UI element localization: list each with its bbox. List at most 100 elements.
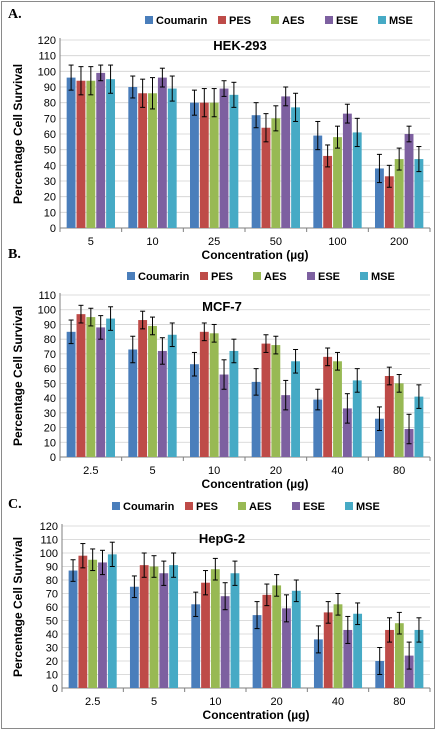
legend-swatch-pes bbox=[218, 16, 226, 24]
x-tick-label: 5 bbox=[88, 236, 94, 248]
legend-label-mse: MSE bbox=[356, 501, 380, 513]
bar-ese-5 bbox=[96, 72, 106, 229]
y-tick-label: 100 bbox=[38, 66, 56, 78]
legend-label-pes: PES bbox=[229, 15, 251, 27]
bar-aes-10 bbox=[148, 93, 157, 229]
y-tick-label: 110 bbox=[40, 535, 58, 547]
x-tick-label: 40 bbox=[332, 696, 344, 708]
x-tick-label: 20 bbox=[271, 696, 283, 708]
bar-aes-100 bbox=[333, 137, 342, 228]
bar-ese-50 bbox=[281, 96, 291, 229]
chart-title: HEK-293 bbox=[213, 38, 266, 53]
legend-label-coumarin: Coumarin bbox=[138, 271, 190, 283]
y-tick-label: 90 bbox=[44, 319, 56, 331]
chart-panel-1: A. 0 10 20 30 40 50 60 70 80 90 100 110 120 5 10 25 50 100… bbox=[8, 7, 431, 262]
bar-mse-50 bbox=[291, 107, 300, 228]
y-tick-label: 0 bbox=[50, 452, 56, 464]
y-tick-label: 100 bbox=[38, 305, 56, 317]
bar-mse-20 bbox=[291, 590, 301, 688]
y-tick-label: 80 bbox=[44, 334, 56, 346]
x-axis-label: Concentration (µg) bbox=[202, 248, 309, 262]
bar-coumarin-10 bbox=[190, 364, 199, 457]
y-tick-label: 50 bbox=[44, 145, 56, 157]
bar-coumarin-5 bbox=[129, 586, 139, 688]
bar-aes-20 bbox=[271, 345, 281, 457]
bar-ese-5 bbox=[159, 573, 169, 688]
x-tick-label: 5 bbox=[149, 465, 155, 477]
bar-ese-80 bbox=[404, 655, 414, 688]
bar-coumarin-2.5 bbox=[66, 331, 76, 457]
bar-mse-200 bbox=[414, 159, 424, 228]
bar-coumarin-50 bbox=[251, 115, 261, 228]
x-axis-label: Concentration (µg) bbox=[202, 477, 309, 491]
bar-coumarin-40 bbox=[313, 639, 323, 688]
bar-pes-20 bbox=[262, 594, 272, 688]
bar-pes-40 bbox=[323, 356, 333, 457]
bar-coumarin-40 bbox=[313, 399, 323, 457]
bar-coumarin-5 bbox=[66, 77, 76, 228]
bar-mse-25 bbox=[229, 94, 239, 228]
x-tick-label: 50 bbox=[270, 236, 282, 248]
legend-swatch-coumarin bbox=[127, 272, 135, 280]
bar-pes-80 bbox=[384, 376, 394, 457]
legend-swatch-aes bbox=[271, 16, 279, 24]
y-tick-label: 20 bbox=[44, 423, 56, 435]
bar-ese-25 bbox=[219, 88, 229, 228]
y-tick-label: 90 bbox=[44, 82, 56, 94]
legend-swatch-coumarin bbox=[145, 16, 153, 24]
y-tick-label: 110 bbox=[38, 51, 56, 63]
legend-swatch-pes bbox=[185, 502, 193, 510]
bar-ese-100 bbox=[342, 113, 352, 228]
legend-swatch-ese bbox=[307, 272, 315, 280]
y-tick-label: 0 bbox=[52, 683, 58, 695]
y-axis-label: Percentage Cell Survival bbox=[11, 306, 25, 446]
bar-aes-5 bbox=[148, 325, 157, 457]
legend-swatch-aes bbox=[253, 272, 261, 280]
bar-coumarin-10 bbox=[191, 604, 201, 688]
bar-mse-100 bbox=[352, 132, 362, 228]
bar-pes-2.5 bbox=[78, 555, 88, 688]
panel-label: A. bbox=[8, 7, 22, 22]
x-tick-label: 10 bbox=[146, 236, 158, 248]
x-tick-label: 200 bbox=[390, 236, 408, 248]
y-tick-label: 20 bbox=[44, 192, 56, 204]
x-tick-label: 10 bbox=[208, 465, 220, 477]
y-tick-label: 10 bbox=[46, 670, 58, 682]
bar-pes-80 bbox=[385, 629, 394, 688]
bar-mse-10 bbox=[230, 573, 240, 688]
y-tick-label: 70 bbox=[44, 349, 56, 361]
bar-aes-25 bbox=[209, 102, 219, 228]
chart-title: MCF-7 bbox=[202, 299, 242, 314]
chart-panel-2: B. 0 10 20 30 40 50 60 70 80 90 100 110 2.5 5 10 20 40 80 C… bbox=[8, 247, 431, 491]
x-tick-label: 10 bbox=[209, 696, 221, 708]
bar-ese-10 bbox=[220, 596, 230, 688]
bar-coumarin-80 bbox=[375, 418, 384, 457]
y-tick-label: 30 bbox=[44, 176, 56, 188]
bar-aes-10 bbox=[209, 333, 219, 457]
y-tick-label: 100 bbox=[40, 548, 58, 560]
bar-pes-5 bbox=[139, 565, 149, 688]
bar-coumarin-10 bbox=[128, 87, 138, 228]
bar-ese-200 bbox=[404, 134, 414, 228]
chart-title: HepG-2 bbox=[199, 531, 245, 546]
legend-label-aes: AES bbox=[264, 271, 287, 283]
y-tick-label: 70 bbox=[44, 113, 56, 125]
bar-mse-2.5 bbox=[107, 554, 117, 688]
y-tick-label: 50 bbox=[44, 378, 56, 390]
bar-mse-40 bbox=[353, 613, 363, 688]
legend-swatch-aes bbox=[238, 502, 246, 510]
panel-label: B. bbox=[8, 247, 21, 262]
bar-pes-40 bbox=[323, 612, 333, 688]
bar-aes-5 bbox=[149, 566, 159, 688]
bar-mse-40 bbox=[352, 380, 362, 457]
bar-pes-10 bbox=[201, 582, 210, 688]
x-tick-label: 2.5 bbox=[83, 465, 98, 477]
bar-mse-10 bbox=[229, 350, 239, 457]
y-axis-label: Percentage Cell Survival bbox=[11, 64, 25, 204]
y-tick-label: 10 bbox=[44, 207, 56, 219]
bar-pes-25 bbox=[199, 102, 209, 228]
legend-swatch-ese bbox=[325, 16, 333, 24]
bar-aes-2.5 bbox=[86, 317, 96, 457]
bar-ese-10 bbox=[157, 77, 167, 228]
